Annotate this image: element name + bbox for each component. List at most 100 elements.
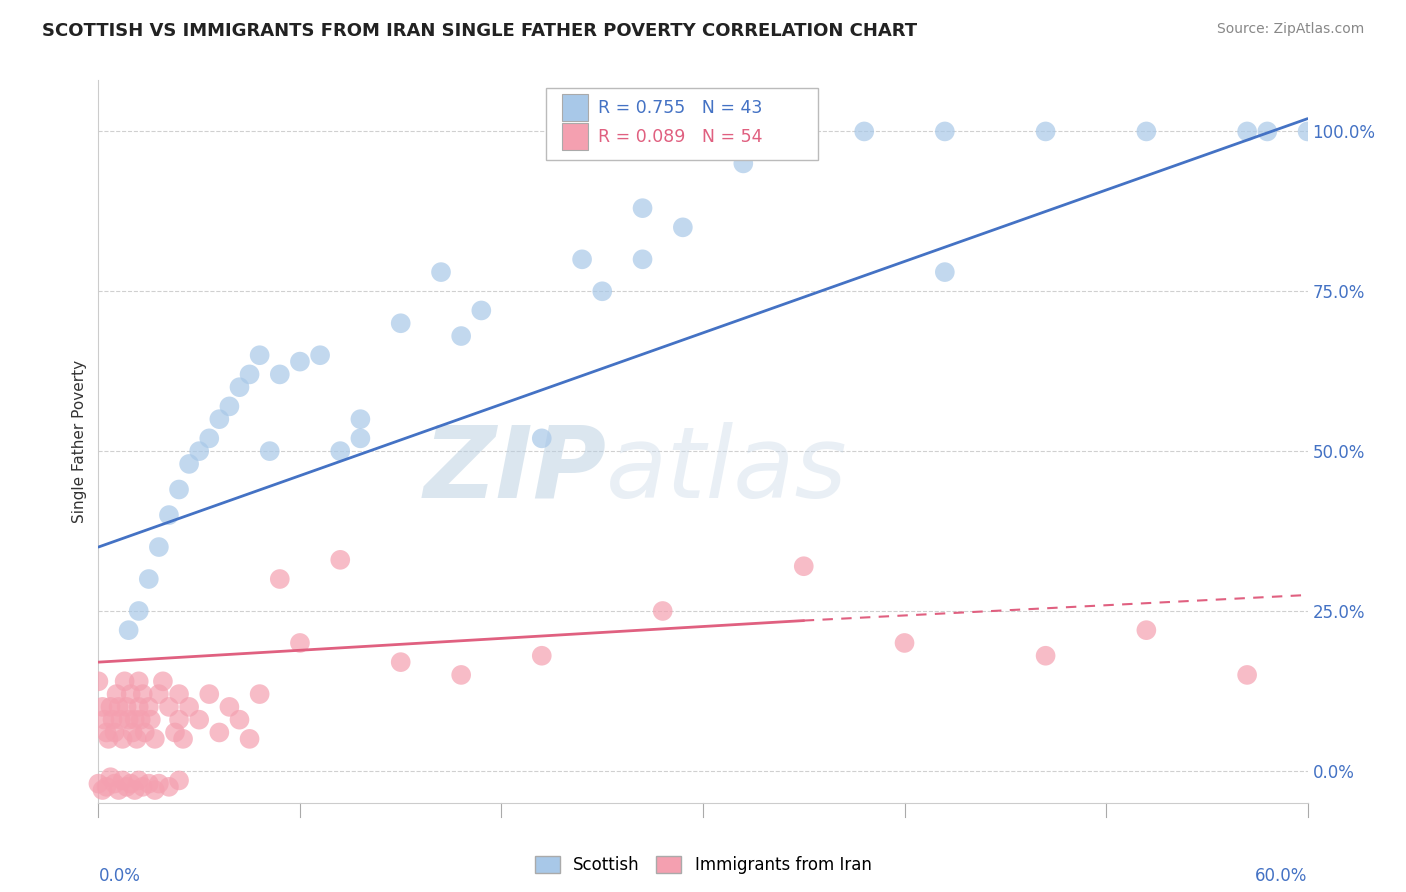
Legend: Scottish, Immigrants from Iran: Scottish, Immigrants from Iran: [534, 855, 872, 874]
Point: [228, 380, 250, 394]
Point: [349, 431, 371, 445]
Point: [249, 687, 271, 701]
Point: [239, 731, 262, 746]
Point: [111, 731, 134, 746]
Point: [157, 508, 180, 522]
Point: [157, 699, 180, 714]
Point: [934, 265, 956, 279]
Point: [91, 783, 114, 797]
Point: [91, 699, 114, 714]
Point: [793, 559, 815, 574]
Point: [430, 265, 453, 279]
Point: [143, 731, 166, 746]
Point: [672, 220, 695, 235]
Point: [259, 444, 281, 458]
Point: [128, 773, 150, 788]
Point: [120, 776, 142, 790]
Point: [228, 713, 250, 727]
Point: [631, 201, 654, 215]
Point: [349, 412, 371, 426]
Point: [148, 540, 170, 554]
Point: [138, 699, 160, 714]
Text: 60.0%: 60.0%: [1256, 867, 1308, 885]
Point: [198, 431, 221, 445]
Point: [733, 124, 755, 138]
Point: [121, 725, 143, 739]
Point: [1256, 124, 1278, 138]
Point: [1236, 124, 1258, 138]
Point: [87, 776, 110, 790]
Text: SCOTTISH VS IMMIGRANTS FROM IRAN SINGLE FATHER POVERTY CORRELATION CHART: SCOTTISH VS IMMIGRANTS FROM IRAN SINGLE …: [42, 22, 917, 40]
Point: [1337, 124, 1360, 138]
Point: [288, 636, 311, 650]
Point: [100, 699, 122, 714]
Point: [631, 252, 654, 267]
Point: [288, 354, 311, 368]
Point: [115, 699, 138, 714]
Point: [120, 687, 142, 701]
Point: [651, 604, 673, 618]
Point: [329, 553, 352, 567]
Point: [934, 124, 956, 138]
Point: [1296, 124, 1319, 138]
Point: [129, 713, 152, 727]
Point: [188, 713, 211, 727]
Point: [208, 725, 231, 739]
Bar: [561, 94, 588, 121]
Point: [1035, 648, 1057, 663]
Point: [111, 773, 134, 788]
Point: [101, 713, 124, 727]
Point: [198, 687, 221, 701]
Point: [96, 725, 118, 739]
Point: [107, 783, 129, 797]
Point: [134, 725, 156, 739]
Point: [733, 156, 755, 170]
Point: [269, 368, 291, 382]
Point: [132, 687, 155, 701]
Point: [105, 687, 128, 701]
Point: [269, 572, 291, 586]
Text: ZIP: ZIP: [423, 422, 606, 519]
Point: [389, 316, 412, 330]
Point: [148, 687, 170, 701]
Point: [124, 713, 146, 727]
Point: [124, 783, 146, 797]
Point: [110, 713, 132, 727]
Point: [249, 348, 271, 362]
Text: atlas: atlas: [606, 422, 848, 519]
Y-axis label: Single Father Poverty: Single Father Poverty: [72, 360, 87, 523]
Point: [218, 400, 240, 414]
Point: [100, 770, 122, 784]
Point: [329, 444, 352, 458]
Point: [179, 457, 201, 471]
Point: [450, 668, 472, 682]
Bar: [561, 123, 588, 151]
Point: [530, 648, 553, 663]
Point: [128, 604, 150, 618]
Point: [128, 699, 150, 714]
Text: R = 0.089   N = 54: R = 0.089 N = 54: [598, 128, 762, 145]
Point: [571, 252, 593, 267]
Point: [125, 731, 148, 746]
Point: [138, 572, 160, 586]
Point: [167, 713, 190, 727]
Text: R = 0.755   N = 43: R = 0.755 N = 43: [598, 99, 762, 117]
Point: [148, 776, 170, 790]
Point: [107, 699, 129, 714]
Point: [450, 329, 472, 343]
Text: 0.0%: 0.0%: [98, 867, 141, 885]
Point: [591, 285, 613, 299]
Point: [1236, 668, 1258, 682]
Point: [115, 780, 138, 794]
FancyBboxPatch shape: [546, 87, 818, 160]
Point: [118, 713, 141, 727]
Point: [163, 725, 186, 739]
Point: [530, 431, 553, 445]
Point: [114, 674, 136, 689]
Point: [97, 731, 120, 746]
Point: [139, 713, 162, 727]
Point: [157, 780, 180, 794]
Point: [103, 725, 125, 739]
Point: [143, 783, 166, 797]
Point: [167, 773, 190, 788]
